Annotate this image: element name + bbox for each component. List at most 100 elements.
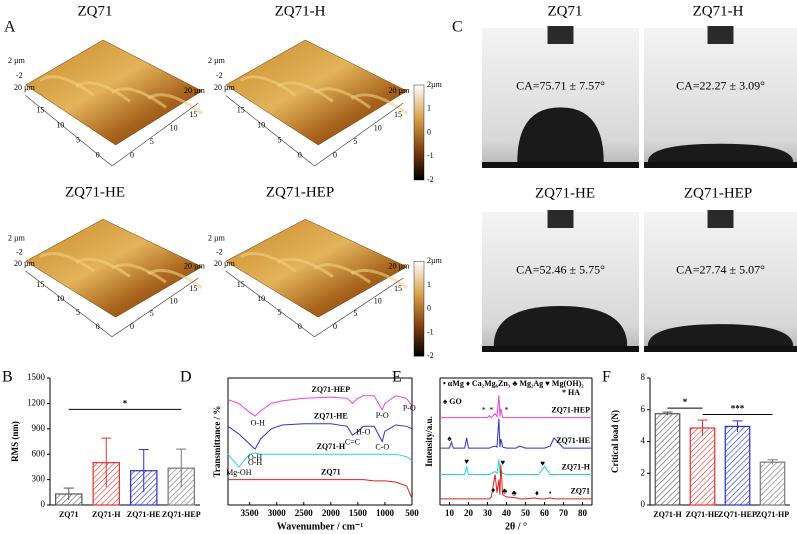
series-line bbox=[227, 395, 413, 417]
needle bbox=[707, 210, 734, 228]
afm-title: ZQ71-HEP bbox=[266, 184, 334, 200]
afm-axis bbox=[25, 270, 199, 338]
chart-xlabel: Wavenumber / cm⁻¹ bbox=[277, 521, 363, 532]
colorbar-tick: 1 bbox=[427, 104, 431, 113]
afm-title: ZQ71-HE bbox=[65, 184, 125, 200]
x-tick-label: ZQ71-HEP bbox=[718, 510, 757, 519]
afm-tick: 10 bbox=[257, 294, 265, 303]
ca-title: ZQ71-H bbox=[693, 3, 744, 19]
afm-x-end: 20 µm bbox=[184, 262, 206, 271]
y-tick-label: 600 bbox=[32, 448, 46, 458]
x-tick-label: 2000 bbox=[322, 508, 341, 518]
annotation: ♥ bbox=[540, 459, 545, 468]
series-label: ZQ71 bbox=[321, 467, 341, 476]
significance-label: * bbox=[683, 397, 688, 407]
afm-tick: 0 bbox=[298, 150, 302, 159]
afm-tick: 0 bbox=[130, 150, 134, 159]
x-tick-label: 3500 bbox=[241, 508, 260, 518]
afm-ridge bbox=[39, 75, 95, 97]
afm-z-top: 2 µm bbox=[8, 56, 26, 65]
x-tick-label: 50 bbox=[521, 508, 531, 518]
x-tick-label: 500 bbox=[405, 508, 419, 518]
annotation: O-H bbox=[248, 458, 262, 467]
series-label: ZQ71-HEP bbox=[551, 405, 590, 414]
x-tick-label: ZQ71-HEP bbox=[162, 510, 201, 519]
afm-tick: 5 bbox=[76, 308, 80, 317]
afm-ridge bbox=[313, 263, 371, 284]
afm-x-end: 20 µm bbox=[389, 262, 411, 271]
afm-ridge bbox=[313, 87, 371, 109]
annotation: ♣ bbox=[511, 489, 517, 498]
afm-z-bottom: -2 bbox=[216, 248, 223, 257]
colorbar-tick: 0 bbox=[427, 127, 431, 136]
ca-value: CA=75.71 ± 7.57° bbox=[516, 79, 605, 93]
afm-x-end: 20 µm bbox=[14, 259, 36, 268]
afm-tick: 0 bbox=[298, 322, 302, 331]
afm-tick: 15 bbox=[237, 280, 245, 289]
afm-tick: 5 bbox=[278, 135, 282, 144]
afm-tick: 15 bbox=[237, 105, 245, 114]
x-tick-label: 20 bbox=[464, 508, 474, 518]
droplet bbox=[647, 324, 794, 346]
x-tick-label: 30 bbox=[483, 508, 493, 518]
series-line bbox=[228, 479, 413, 499]
annotation: * bbox=[489, 405, 493, 414]
bar bbox=[759, 461, 786, 506]
annotation: C=C bbox=[345, 438, 360, 447]
afm-ridge bbox=[276, 81, 334, 103]
colorbar-tick: 2µm bbox=[427, 256, 443, 265]
substrate bbox=[644, 162, 797, 168]
y-tick-label: 0 bbox=[41, 499, 46, 509]
afm-tick: 15 bbox=[189, 110, 197, 119]
afm-tick: 5 bbox=[76, 135, 80, 144]
colorbar-tick: 2µm bbox=[427, 80, 443, 89]
panel-letter: E bbox=[392, 369, 402, 386]
afm-tick: 5 bbox=[353, 137, 357, 146]
afm-tick: 15 bbox=[36, 280, 44, 289]
ca-value: CA=27.74 ± 5.07° bbox=[676, 263, 765, 277]
afm-x-end: 20 µm bbox=[214, 259, 236, 268]
colorbar-tick: -1 bbox=[427, 327, 434, 336]
y-tick-label: 2 bbox=[641, 467, 646, 477]
y-tick-label: 1500 bbox=[27, 372, 46, 382]
afm-tick: 15 bbox=[189, 284, 197, 293]
afm-tick: 0 bbox=[333, 150, 337, 159]
afm-tick: 5 bbox=[150, 137, 154, 146]
annotation: ♠ bbox=[447, 434, 452, 443]
afm-ridge bbox=[111, 263, 167, 284]
bar bbox=[689, 427, 716, 506]
chart-ylabel: Intensity/a.u. bbox=[424, 416, 434, 467]
y-tick-label: 6 bbox=[641, 404, 646, 414]
chart-ylabel: Critical load (N) bbox=[610, 410, 620, 473]
afm-axis bbox=[225, 270, 404, 338]
annotation: O-H bbox=[251, 419, 265, 428]
annotation: ♥ bbox=[464, 457, 469, 466]
afm-tick: 10 bbox=[374, 123, 382, 132]
afm-ridge bbox=[111, 87, 167, 109]
afm-ridge bbox=[75, 81, 131, 103]
needle bbox=[547, 210, 574, 228]
annotation: O-H bbox=[248, 453, 262, 462]
x-tick-label: ZQ71-H bbox=[92, 510, 121, 519]
panel-letter: B bbox=[2, 369, 13, 386]
colorbar bbox=[413, 261, 425, 357]
afm-tick: 10 bbox=[56, 120, 64, 129]
annotation: C-O bbox=[375, 443, 389, 452]
annotation: Mg-OH bbox=[226, 468, 252, 477]
afm-z-top: 2 µm bbox=[8, 234, 26, 243]
afm-z-bottom: -2 bbox=[216, 71, 223, 80]
afm-tick: 10 bbox=[374, 297, 382, 306]
series-label: ZQ71-H bbox=[562, 462, 591, 471]
annotation: P-O bbox=[376, 411, 389, 420]
significance-label: * bbox=[123, 398, 128, 408]
colorbar-tick: -2 bbox=[427, 351, 434, 360]
y-tick-label: 900 bbox=[32, 423, 46, 433]
afm-tick: 5 bbox=[150, 309, 154, 318]
x-tick-label: ZQ71-HE bbox=[686, 510, 720, 519]
chart-xlabel: 2θ / ° bbox=[505, 521, 527, 532]
bar bbox=[724, 425, 751, 506]
substrate bbox=[482, 162, 639, 168]
annotation: * bbox=[505, 405, 509, 414]
afm-axis bbox=[225, 95, 404, 167]
